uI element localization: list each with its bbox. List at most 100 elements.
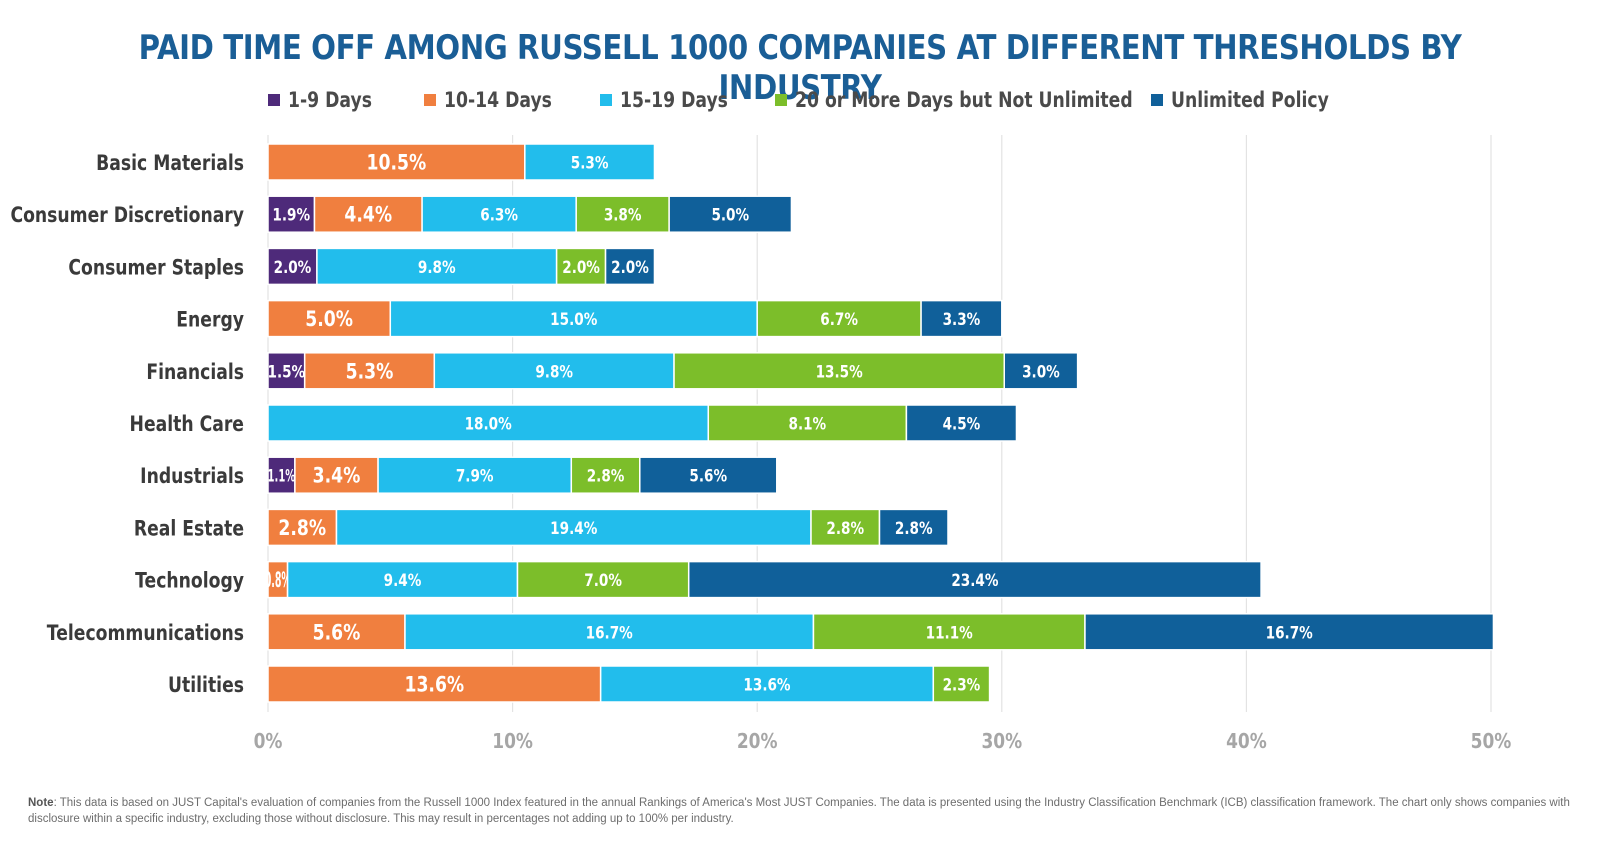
category-label: Industrials (140, 464, 244, 489)
legend-item-1-9-days: 1-9 Days (268, 88, 390, 112)
x-tick-label: 40% (1226, 731, 1267, 754)
bar-segment (389, 299, 758, 338)
bar-segment (756, 299, 922, 338)
bar-segment (878, 508, 949, 547)
data-label: 3.0% (1022, 362, 1060, 382)
bar-segment (524, 143, 656, 181)
category-label: Utilities (168, 672, 244, 697)
category-label: Health Care (130, 411, 244, 436)
data-label: 9.8% (418, 257, 456, 277)
bar-segment (604, 247, 656, 286)
category-label: Basic Materials (96, 150, 244, 175)
chart-title: PAID TIME OFF AMONG RUSSELL 1000 COMPANI… (138, 28, 1462, 108)
data-label: 2.8% (587, 466, 625, 486)
bar-segment (267, 299, 392, 338)
legend-item-20-plus-days: 20 or More Days but Not Unlimited (775, 88, 1207, 112)
bar-segment (316, 247, 558, 286)
data-label: 18.0% (465, 414, 512, 434)
bar-segment (599, 665, 935, 703)
data-label: 4.5% (943, 414, 981, 434)
bar-segment (433, 352, 675, 390)
legend-label-20-plus-days: 20 or More Days but Not Unlimited (795, 88, 1133, 112)
legend-item-15-19-days: 15-19 Days (600, 88, 752, 112)
bar-segment (1084, 613, 1495, 651)
bar-segment (673, 352, 1005, 390)
x-tick-label: 10% (492, 731, 533, 754)
bar-segment (810, 508, 881, 547)
bar-segment (303, 352, 436, 390)
category-label: Telecommunications (47, 620, 244, 645)
data-label: 9.4% (384, 571, 422, 591)
data-label: 5.6% (689, 466, 727, 486)
bar-segment (668, 195, 793, 233)
legend-swatch-10-14-days (424, 94, 436, 106)
legend-label-unlimited-policy: Unlimited Policy (1171, 88, 1329, 112)
category-label: Energy (176, 307, 244, 332)
note-label: Note (28, 797, 54, 809)
bar-segment (267, 613, 406, 651)
category-label: Consumer Staples (68, 255, 244, 280)
data-label: 1.1% (268, 467, 296, 486)
legend-item-10-14-days: 10-14 Days (424, 88, 576, 112)
x-tick-label: 30% (981, 731, 1022, 754)
data-label: 13.5% (816, 362, 863, 382)
bar-segment (932, 665, 991, 703)
data-label: 23.4% (951, 571, 998, 591)
data-label: 2.8% (895, 518, 933, 538)
stacked-bar-chart: 10.5% 5.3% 1.9% 4.4% 6.3% 3.8% 5.0% 2.0% 9.8% 2.0… (10, 135, 1512, 754)
data-label: 2.3% (943, 675, 981, 695)
data-label: 8.1% (789, 414, 827, 434)
data-label: 7.0% (584, 571, 622, 591)
bar-segment (267, 352, 306, 390)
x-axis-ticks: 0% 10% 20% 30% 40% 50% (254, 731, 1512, 754)
legend-swatch-20-plus-days (775, 94, 787, 106)
legend-label-1-9-days: 1-9 Days (288, 88, 372, 112)
legend-swatch-1-9-days (268, 94, 280, 106)
legend-swatch-unlimited-policy (1151, 94, 1163, 106)
data-label: 2.8% (278, 515, 326, 540)
bar-segment (267, 665, 602, 703)
bar-segment (267, 508, 338, 547)
data-label: 5.3% (571, 153, 609, 173)
x-tick-label: 0% (254, 731, 283, 754)
x-tick-label: 20% (737, 731, 778, 754)
legend-label-15-19-days: 15-19 Days (620, 88, 728, 112)
note-text: : This data is based on JUST Capital's e… (28, 797, 1570, 825)
data-label: 2.0% (611, 257, 649, 277)
bar-segment (267, 247, 318, 286)
bar-segment (905, 404, 1018, 442)
category-labels: Basic Materials Consumer Discretionary Con… (10, 150, 244, 697)
data-label: 16.7% (1266, 623, 1313, 643)
category-label: Technology (135, 568, 244, 593)
data-label: 13.6% (404, 672, 464, 697)
data-label: 1.9% (272, 205, 310, 225)
legend: 1-9 Days 10-14 Days 15-19 Days 20 or Mor… (0, 88, 1600, 118)
data-label: 2.0% (274, 257, 312, 277)
data-label: 7.9% (456, 466, 494, 486)
data-label: 4.4% (344, 202, 392, 227)
data-label: 19.4% (550, 518, 597, 538)
bar-segment (920, 299, 1003, 338)
data-label: 5.0% (711, 205, 749, 225)
footnote: Note: This data is based on JUST Capital… (28, 795, 1578, 827)
data-label: 6.3% (480, 205, 518, 225)
data-label: 15.0% (550, 310, 597, 330)
bar-segment (516, 560, 690, 599)
bar-segment (575, 195, 670, 233)
bar-segment (294, 456, 379, 494)
legend-label-10-14-days: 10-14 Days (444, 88, 552, 112)
data-label: 10.5% (367, 150, 427, 175)
data-label: 3.3% (943, 310, 981, 330)
category-label: Real Estate (134, 516, 244, 541)
bars: 10.5% 5.3% 1.9% 4.4% 6.3% 3.8% 5.0% 2.0% 9.8% 2.0… (265, 143, 1495, 703)
data-label: 0.8% (265, 568, 291, 593)
bar-segment (267, 404, 710, 442)
data-label: 1.5% (268, 362, 306, 382)
bar-segment (639, 456, 778, 494)
x-tick-label: 50% (1471, 731, 1512, 754)
data-label: 3.8% (604, 205, 642, 225)
category-label: Financials (146, 359, 244, 384)
bar-segment (687, 560, 1262, 599)
legend-swatch-15-19-days (600, 94, 612, 106)
bar-segment (286, 560, 519, 599)
